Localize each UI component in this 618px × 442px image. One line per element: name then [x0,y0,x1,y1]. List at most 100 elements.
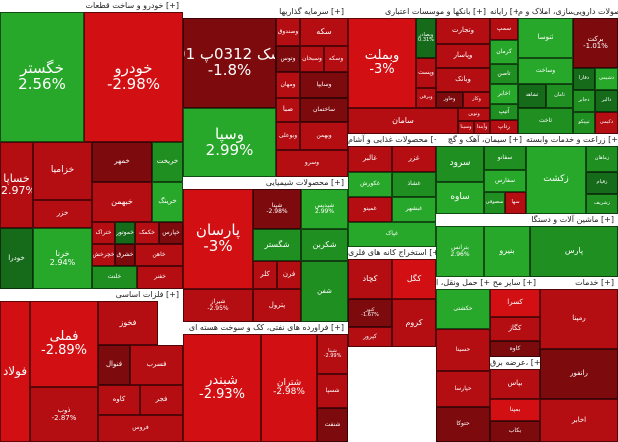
sector-title[interactable]: انبوه سازی، املاک و م [+] [518,6,573,18]
stock-tile[interactable]: خودرو -2.98% [84,12,183,142]
stock-tile[interactable]: سصوفی [484,192,505,214]
sector-title[interactable]: فلزات اساسی [+] [0,289,183,301]
stock-tile[interactable]: کچاد [348,259,392,299]
stock-tile[interactable]: کاوه [490,341,540,357]
stock-tile[interactable]: غبشهر [392,197,436,222]
stock-tile[interactable]: زماهان [586,146,618,172]
stock-tile[interactable]: وپاسار [436,44,490,68]
stock-tile[interactable]: کلر [253,261,277,289]
stock-tile[interactable]: فملی -2.89% [30,301,98,387]
stock-tile[interactable]: ذوب -2.87% [30,387,98,442]
stock-tile[interactable]: بترانس 2.96% [436,226,484,277]
stock-tile[interactable]: پترول [253,289,301,322]
sector-title[interactable]: فراورده های نفتی، کک و سوخت هسته ای [+] [183,322,348,334]
stock-tile[interactable]: حسینا [436,329,490,371]
stock-tile[interactable]: خگستر 2.56% [0,12,84,142]
stock-tile[interactable]: وبانک [436,68,490,92]
stock-tile[interactable]: ثاخت [518,108,573,134]
stock-tile[interactable]: خودرا [0,228,33,289]
stock-tile[interactable]: شفن [301,261,348,322]
stock-tile[interactable]: اخابر [540,399,618,442]
stock-tile[interactable]: ثشاهد [518,84,546,108]
stock-tile[interactable]: وسایپا [300,72,348,98]
stock-tile[interactable]: فخوز [98,301,158,345]
stock-tile[interactable]: کپرور [348,327,392,347]
sector-title[interactable]: سرمایه گذاریها [+] [183,6,348,18]
stock-tile[interactable]: وبوعلی [276,122,300,150]
stock-tile[interactable]: صبا [276,98,300,122]
stock-tile[interactable]: خبهمن [92,182,152,222]
stock-tile[interactable]: رتاپ [490,120,518,134]
stock-tile[interactable]: دالبر [595,90,618,112]
stock-tile[interactable]: حکشتی [436,289,490,329]
stock-tile[interactable]: ساوه [436,182,484,214]
stock-tile[interactable]: سامان [348,108,458,134]
stock-tile[interactable]: وسینا [458,121,474,134]
stock-tile[interactable]: خپارس [159,222,183,244]
stock-tile[interactable]: فروس [98,415,183,442]
stock-tile[interactable]: وآیندا [474,121,490,134]
stock-tile[interactable]: اخابر [490,84,518,104]
stock-tile[interactable]: وکار [463,92,490,108]
stock-tile[interactable]: بکاب [490,421,540,442]
stock-tile[interactable]: شپدیس 2.99% [301,189,348,229]
stock-tile[interactable]: دکیمی [595,112,618,134]
sector-title[interactable]: استخراج کانه های فلزی [+] [348,247,436,259]
stock-tile[interactable]: غمینو [348,197,392,222]
stock-tile[interactable]: آتیپ [490,104,518,120]
sector-title[interactable]: خدمات [+] [540,277,618,289]
stock-tile[interactable]: شپنا -2.99% [317,334,348,374]
stock-tile[interactable]: خزر [33,200,92,228]
stock-tile[interactable]: رمپنا [540,289,618,349]
stock-tile[interactable]: شتران -2.98% [261,334,317,442]
stock-tile[interactable]: شکربن [301,229,348,261]
stock-tile[interactable]: غکورش [348,172,392,197]
stock-tile[interactable]: وتوس [276,46,300,72]
stock-tile[interactable]: دجابر [573,90,595,112]
stock-tile[interactable]: پارسان -3% [183,189,253,289]
stock-tile[interactable]: فرن [277,261,301,289]
stock-tile[interactable]: تیپیکو [573,112,595,134]
stock-tile[interactable]: کرمان [490,40,518,64]
stock-tile[interactable]: وبهمن [300,122,348,150]
stock-tile[interactable]: ختراک [92,222,115,244]
stock-tile[interactable]: سمپ [490,18,518,40]
stock-tile[interactable]: دشیمی [595,68,618,90]
stock-tile[interactable]: دفارا [573,68,595,90]
stock-tile[interactable]: حتوکا [436,407,490,442]
stock-tile[interactable]: زقیام [586,172,618,194]
stock-tile[interactable]: وسپا 2.99% [183,108,276,177]
sector-title[interactable]: محصولات دارویی [+] [573,6,618,18]
stock-tile[interactable]: سها [505,192,526,214]
stock-tile[interactable]: شگستر [253,229,301,261]
sector-title[interactable]: بانکها و موسسات اعتباری [+] [348,6,490,18]
stock-tile[interactable]: وبملت -3% [348,18,416,108]
sector-title[interactable]: محصولات غذایی و آشام [+] [348,134,436,146]
stock-tile[interactable]: وساخت [518,58,573,84]
stock-tile[interactable]: سکه [300,18,348,46]
stock-tile[interactable]: سفارس [484,170,526,192]
stock-tile[interactable]: کنور -1.67% [348,299,392,327]
stock-tile[interactable]: وپست [416,58,436,88]
stock-tile[interactable]: ومهان [276,72,300,98]
stock-tile[interactable]: خرنا 2.94% [33,228,92,289]
stock-tile[interactable]: فولاد [0,301,30,442]
stock-tile[interactable]: پارس [530,226,618,277]
stock-tile[interactable]: وصندوق [276,18,300,46]
stock-tile[interactable]: کگاز [490,317,540,341]
stock-tile[interactable]: سفانو [484,146,526,170]
stock-tile[interactable]: برکت -1.01% [573,18,618,68]
sector-title[interactable]: خودرو و ساخت قطعات [+] [0,0,183,12]
stock-tile[interactable]: وخاور [436,92,463,108]
stock-tile[interactable]: وتجارت [436,18,490,44]
stock-tile[interactable]: شیراز -2.95% [183,289,253,322]
stock-tile[interactable]: وسکه [324,46,348,72]
sector-title[interactable]: محصولات شیمیایی [+] [183,177,348,189]
stock-tile[interactable]: رانفور [540,349,618,399]
sector-title[interactable]: رایانه [+] [490,6,518,18]
stock-tile[interactable]: کسرا [490,289,540,317]
stock-tile[interactable]: وسرو [276,150,348,177]
stock-tile[interactable]: ساختمان [300,98,348,122]
stock-tile[interactable]: زشریف [586,194,618,214]
stock-tile[interactable]: خچرخش [92,244,115,266]
